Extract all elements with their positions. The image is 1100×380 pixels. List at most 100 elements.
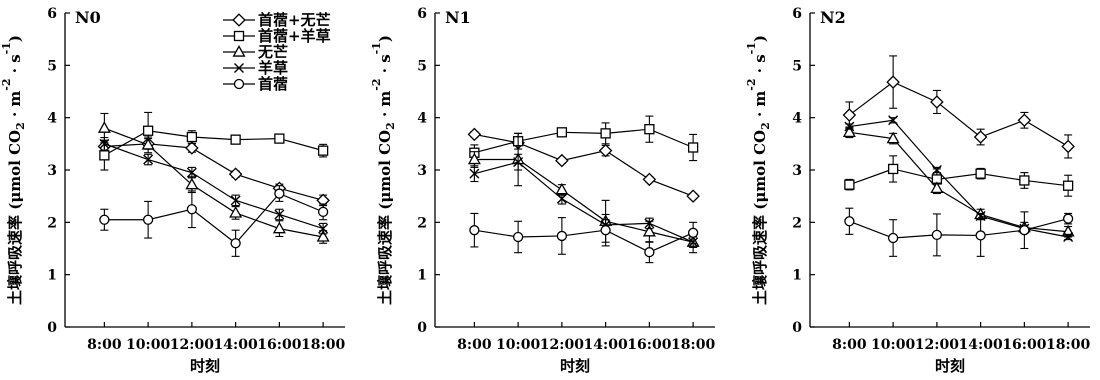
data-point: [642, 172, 657, 187]
y-tick-label: 2: [792, 215, 802, 231]
series-line: [474, 133, 694, 197]
y-tick-label: 6: [792, 6, 802, 22]
series-diamond: [97, 137, 330, 208]
y-axis-label-part: ): [751, 35, 769, 42]
data-point: [467, 152, 481, 165]
data-point: [931, 229, 943, 241]
data-point: [469, 168, 480, 179]
series-line: [474, 161, 694, 243]
data-point: [141, 137, 155, 150]
data-point: [887, 232, 899, 244]
chart-panel-n1: 0 1 2 3 4 5 6 8:00 10:00 12:00 14:00 16:00 18:00 时刻 土壤…: [370, 6, 715, 375]
y-axis-label-part: ): [376, 35, 394, 42]
data-point: [142, 125, 154, 136]
data-point: [973, 130, 988, 144]
data-point: [274, 133, 285, 144]
data-point: [886, 75, 900, 89]
data-point: [469, 225, 480, 236]
data-point: [644, 247, 655, 258]
series-line: [104, 130, 324, 156]
data-point: [887, 163, 899, 175]
data-point: [930, 181, 944, 194]
data-point: [1062, 213, 1074, 224]
data-point: [99, 138, 110, 149]
data-point: [512, 231, 524, 243]
legend-marker: [234, 63, 244, 73]
y-axis-label-part: · s: [751, 54, 769, 78]
data-point: [555, 153, 569, 168]
series-line: [849, 218, 1069, 239]
data-point: [99, 150, 110, 161]
y-tick-label: 5: [417, 58, 427, 74]
data-point: [143, 154, 154, 165]
y-axis-label-part: -1: [745, 42, 758, 54]
series-line: [849, 168, 1069, 187]
panel-title: N1: [445, 8, 471, 27]
legend-label: 无芒: [257, 43, 288, 61]
x-tick-label: 18:00: [1046, 337, 1090, 353]
data-point: [230, 195, 241, 206]
data-point: [598, 143, 613, 158]
data-point: [844, 216, 855, 227]
data-point: [186, 131, 198, 143]
legend-marker: [233, 30, 245, 42]
data-point: [142, 214, 154, 225]
series-line: [474, 158, 694, 243]
legend-label: 羊草: [258, 59, 288, 77]
series-line: [849, 119, 1069, 238]
legend-label: 首蓿+无芒: [258, 11, 331, 29]
data-point: [230, 134, 241, 145]
data-point: [274, 209, 285, 220]
data-point: [975, 230, 986, 241]
legend-marker: [233, 78, 245, 90]
series-line: [104, 127, 324, 238]
data-point: [317, 145, 329, 156]
y-axis-label-part: · m: [376, 91, 394, 123]
y-axis-label-part: 2: [14, 122, 27, 130]
y-axis-label: 土壤呼吸速率 (μmol CO2 · m-2 · s-1): [370, 35, 397, 305]
x-tick-label: 14:00: [584, 337, 628, 353]
x-tick-label: 8:00: [457, 337, 492, 353]
series-line: [104, 143, 324, 201]
y-axis-label-part: -1: [370, 42, 383, 54]
data-point: [886, 131, 900, 144]
y-axis-label-part: 土壤呼吸速率 (μmol CO: [6, 130, 24, 305]
y-axis-label-part: · m: [751, 91, 769, 123]
y-tick-label: 0: [792, 320, 802, 336]
data-point: [185, 177, 199, 190]
data-point: [888, 115, 899, 126]
series-diamond: [842, 55, 1075, 159]
panel-title: N0: [75, 8, 101, 27]
series-triangle: [97, 112, 330, 244]
legend-label: 首蓿+羊草: [258, 27, 331, 45]
x-tick-label: 12:00: [170, 337, 214, 353]
data-point: [687, 142, 699, 153]
data-point: [975, 168, 986, 179]
series-line: [104, 143, 324, 230]
x-tick-label: 8:00: [87, 337, 122, 353]
x-tick-label: 16:00: [1002, 337, 1046, 353]
data-point: [555, 182, 569, 195]
x-tick-label: 8:00: [832, 337, 867, 353]
y-axis-label-part: · s: [376, 54, 394, 78]
series-line: [474, 229, 694, 253]
x-tick-label: 10:00: [126, 337, 170, 353]
series-cross: [844, 115, 1074, 242]
y-tick-label: 6: [47, 6, 57, 22]
data-point: [185, 141, 199, 155]
y-tick-label: 1: [47, 268, 57, 284]
y-axis-label-part: -2: [745, 78, 758, 90]
legend-marker: [232, 13, 246, 27]
x-axis-label: 时刻: [560, 357, 590, 375]
y-tick-label: 1: [417, 268, 427, 284]
x-tick-label: 16:00: [627, 337, 671, 353]
x-tick-label: 18:00: [671, 337, 715, 353]
data-point: [842, 108, 857, 122]
data-point: [186, 167, 197, 178]
y-tick-label: 4: [47, 111, 57, 127]
data-point: [97, 121, 111, 133]
y-axis-label-part: -2: [370, 78, 383, 90]
legend-marker: [232, 45, 246, 57]
